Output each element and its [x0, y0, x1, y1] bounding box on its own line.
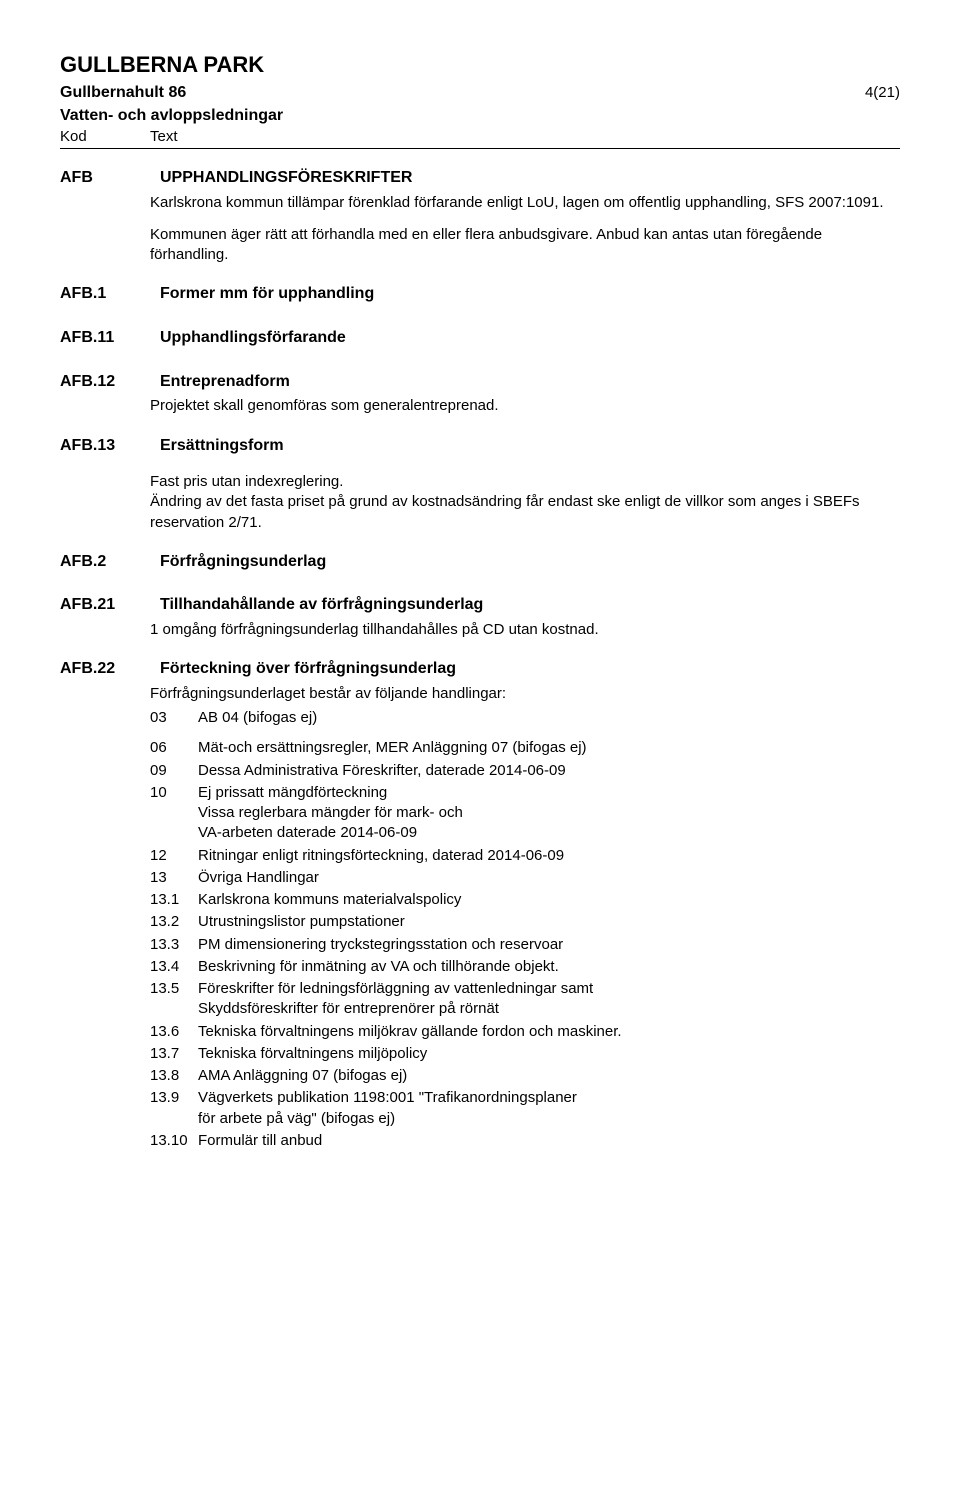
doc-subtitle: Gullbernahult 86 — [60, 82, 186, 104]
doc-title: GULLBERNA PARK — [60, 50, 900, 80]
doc-row: 13.2 Utrustningslistor pumpstationer — [150, 912, 900, 932]
section-afb13: AFB.13 Ersättningsform — [60, 435, 900, 461]
doc-text: Tekniska förvaltningens miljökrav gällan… — [198, 1022, 900, 1042]
section-afb21: AFB.21 Tillhandahållande av förfrågnings… — [60, 594, 900, 620]
doc-text: Föreskrifter för ledningsförläggning av … — [198, 979, 900, 999]
doc-num: 13.7 — [150, 1044, 198, 1064]
doc-num: 13.9 — [150, 1088, 198, 1108]
doc-text-cont: VA-arbeten daterade 2014-06-09 — [198, 823, 900, 843]
doc-num: 13.5 — [150, 979, 198, 999]
doc-text: Utrustningslistor pumpstationer — [198, 912, 900, 932]
doc-num: 13.10 — [150, 1131, 198, 1151]
doc-row: 12 Ritningar enligt ritningsförteckning,… — [150, 846, 900, 866]
doc-num: 13.4 — [150, 957, 198, 977]
code-afb: AFB — [60, 167, 160, 193]
afb-p2: Kommunen äger rätt att förhandla med en … — [150, 225, 900, 266]
code-afb11: AFB.11 — [60, 327, 160, 353]
doc-row: 13.1 Karlskrona kommuns materialvalspoli… — [150, 890, 900, 910]
doc-text: Ej prissatt mängdförteckning — [198, 783, 900, 803]
column-header-row: Kod Text — [60, 127, 900, 149]
doc-text: AMA Anläggning 07 (bifogas ej) — [198, 1066, 900, 1086]
doc-text: Ritningar enligt ritningsförteckning, da… — [198, 846, 900, 866]
doc-num: 10 — [150, 783, 198, 803]
doc-row: 09 Dessa Administrativa Föreskrifter, da… — [150, 761, 900, 781]
afb21-p1: 1 omgång förfrågningsunderlag tillhandah… — [150, 620, 900, 640]
heading-afb21: Tillhandahållande av förfrågningsunderla… — [160, 594, 900, 616]
doc-text: Karlskrona kommuns materialvalspolicy — [198, 890, 900, 910]
doc-row: 13.3 PM dimensionering tryckstegringssta… — [150, 935, 900, 955]
section-afb22: AFB.22 Förteckning över förfrågningsunde… — [60, 658, 900, 684]
heading-afb1: Former mm för upphandling — [160, 283, 900, 305]
col-text: Text — [150, 127, 178, 147]
doc-text: Vägverkets publikation 1198:001 "Trafika… — [198, 1088, 900, 1108]
doc-row: 13.5 Föreskrifter för ledningsförläggnin… — [150, 979, 900, 999]
doc-row: 13 Övriga Handlingar — [150, 868, 900, 888]
afb13-p1: Fast pris utan indexreglering. — [150, 472, 900, 492]
col-kod: Kod — [60, 127, 150, 147]
afb-body: Karlskrona kommun tillämpar förenklad fö… — [150, 193, 900, 266]
doc-text: Övriga Handlingar — [198, 868, 900, 888]
doc-num: 09 — [150, 761, 198, 781]
doc-num: 13.3 — [150, 935, 198, 955]
doc-row: 13.8 AMA Anläggning 07 (bifogas ej) — [150, 1066, 900, 1086]
doc-text: Mät-och ersättningsregler, MER Anläggnin… — [198, 738, 900, 758]
doc-row: 13.7 Tekniska förvaltningens miljöpolicy — [150, 1044, 900, 1064]
doc-text: PM dimensionering tryckstegringsstation … — [198, 935, 900, 955]
doc-num: 03 — [150, 708, 198, 728]
doc-num: 13 — [150, 868, 198, 888]
doc-num: 06 — [150, 738, 198, 758]
doc-text: AB 04 (bifogas ej) — [198, 708, 900, 728]
doc-text-cont: Skyddsföreskrifter för entreprenörer på … — [198, 999, 900, 1019]
afb13-body: Fast pris utan indexreglering. Ändring a… — [150, 472, 900, 533]
heading-afb13: Ersättningsform — [160, 435, 900, 457]
afb22-intro: Förfrågningsunderlaget består av följand… — [150, 684, 900, 704]
doc-row: 06 Mät-och ersättningsregler, MER Anlägg… — [150, 738, 900, 758]
doc-num: 12 — [150, 846, 198, 866]
heading-afb2: Förfrågningsunderlag — [160, 551, 900, 573]
code-afb1: AFB.1 — [60, 283, 160, 309]
afb13-p2: Ändring av det fasta priset på grund av … — [150, 492, 900, 533]
doc-text-cont: för arbete på väg" (bifogas ej) — [198, 1109, 900, 1129]
heading-afb22: Förteckning över förfrågningsunderlag — [160, 658, 900, 680]
doc-num: 13.1 — [150, 890, 198, 910]
code-afb12: AFB.12 — [60, 371, 160, 397]
code-afb22: AFB.22 — [60, 658, 160, 684]
section-afb: AFB UPPHANDLINGSFÖRESKRIFTER — [60, 167, 900, 193]
doc-list: 03 AB 04 (bifogas ej) 06 Mät-och ersättn… — [150, 708, 900, 1151]
doc-row: 10 Ej prissatt mängdförteckning — [150, 783, 900, 803]
afb22-body: Förfrågningsunderlaget består av följand… — [150, 684, 900, 1151]
heading-afb: UPPHANDLINGSFÖRESKRIFTER — [160, 167, 900, 189]
page-header: GULLBERNA PARK Gullbernahult 86 4(21) Va… — [60, 50, 900, 149]
doc-text: Dessa Administrativa Föreskrifter, dater… — [198, 761, 900, 781]
page-number: 4(21) — [865, 83, 900, 103]
doc-num: 13.2 — [150, 912, 198, 932]
doc-text-cont: Vissa reglerbara mängder för mark- och — [198, 803, 900, 823]
doc-text: Tekniska förvaltningens miljöpolicy — [198, 1044, 900, 1064]
doc-row: 13.6 Tekniska förvaltningens miljökrav g… — [150, 1022, 900, 1042]
doc-num: 13.6 — [150, 1022, 198, 1042]
doc-row: 03 AB 04 (bifogas ej) — [150, 708, 900, 728]
section-afb11: AFB.11 Upphandlingsförfarande — [60, 327, 900, 353]
heading-afb12: Entreprenadform — [160, 371, 900, 393]
heading-afb11: Upphandlingsförfarande — [160, 327, 900, 349]
doc-row: 13.4 Beskrivning för inmätning av VA och… — [150, 957, 900, 977]
doc-text: Formulär till anbud — [198, 1131, 900, 1151]
code-afb21: AFB.21 — [60, 594, 160, 620]
doc-text: Beskrivning för inmätning av VA och till… — [198, 957, 900, 977]
section-afb1: AFB.1 Former mm för upphandling — [60, 283, 900, 309]
doc-line3: Vatten- och avloppsledningar — [60, 105, 900, 127]
doc-num: 13.8 — [150, 1066, 198, 1086]
afb12-body: Projektet skall genomföras som generalen… — [150, 396, 900, 416]
afb21-body: 1 omgång förfrågningsunderlag tillhandah… — [150, 620, 900, 640]
code-afb2: AFB.2 — [60, 551, 160, 577]
afb12-p1: Projektet skall genomföras som generalen… — [150, 396, 900, 416]
section-afb2: AFB.2 Förfrågningsunderlag — [60, 551, 900, 577]
code-afb13: AFB.13 — [60, 435, 160, 461]
section-afb12: AFB.12 Entreprenadform — [60, 371, 900, 397]
afb-p1: Karlskrona kommun tillämpar förenklad fö… — [150, 193, 900, 213]
doc-row: 13.10 Formulär till anbud — [150, 1131, 900, 1151]
doc-row: 13.9 Vägverkets publikation 1198:001 "Tr… — [150, 1088, 900, 1108]
